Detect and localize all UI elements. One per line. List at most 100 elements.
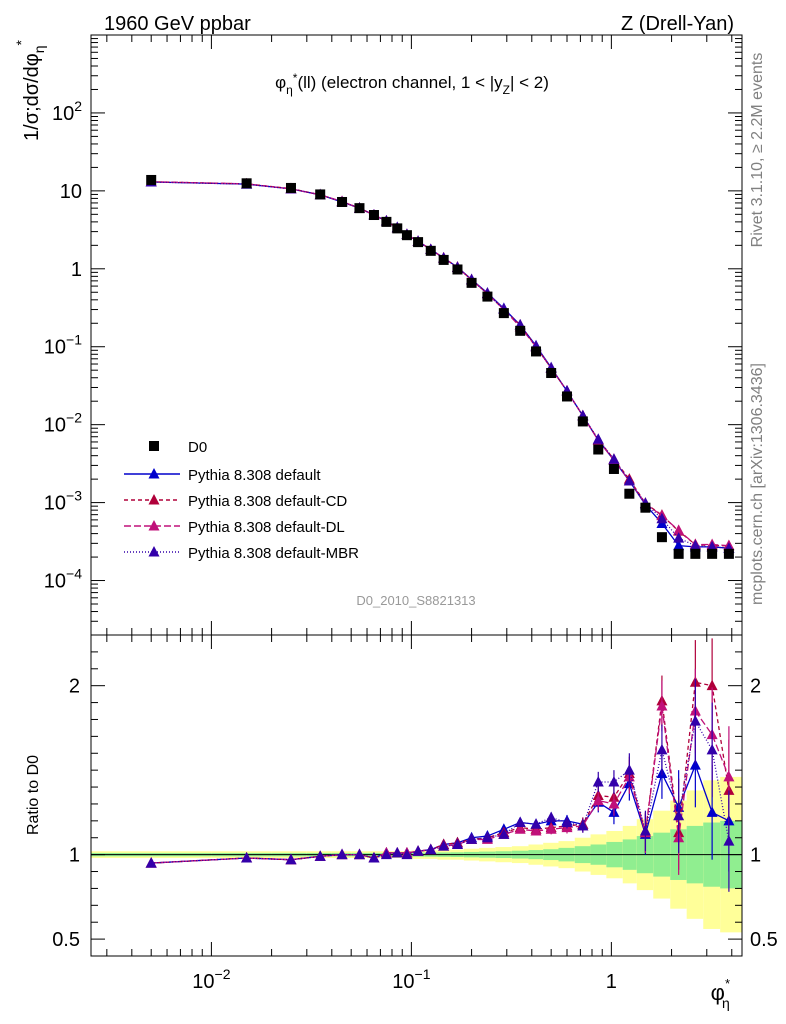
x-axis-label: φ* η xyxy=(711,976,730,1011)
data-point xyxy=(425,245,436,256)
ratio-point xyxy=(514,816,526,828)
data-point xyxy=(690,548,701,559)
ratio-point xyxy=(673,809,685,821)
ratio-point xyxy=(530,818,542,829)
series-point xyxy=(673,539,685,551)
y-tick-label: 10−1 xyxy=(44,332,82,359)
legend-marker xyxy=(148,468,160,479)
legend-marker xyxy=(149,441,159,451)
series-point xyxy=(673,524,685,535)
rivet-label: Rivet 3.1.10, ≥ 2.2M events xyxy=(749,53,766,248)
ratio-point xyxy=(623,764,635,775)
ratio-point xyxy=(451,838,463,849)
legend-label: Pythia 8.308 default xyxy=(188,467,321,484)
series-line xyxy=(151,181,729,547)
ratio-point xyxy=(639,824,651,836)
series-point xyxy=(656,512,668,524)
x-tick-label: 10−2 xyxy=(192,966,230,993)
x-tick-label: 1 xyxy=(606,971,617,993)
data-point xyxy=(466,277,477,288)
ratio-point xyxy=(530,824,542,836)
ratio-point xyxy=(412,845,424,856)
data-point xyxy=(656,532,667,543)
ratio-point xyxy=(561,816,573,828)
data-point xyxy=(608,463,619,474)
ratio-point xyxy=(368,852,380,863)
ratio-y-tick-label: 2 xyxy=(69,676,80,698)
data-point xyxy=(392,223,403,234)
data-point xyxy=(624,488,635,499)
ratio-point xyxy=(706,806,718,817)
data-point xyxy=(315,189,326,200)
data-point xyxy=(438,254,449,265)
y-tick-label: 10 xyxy=(60,181,82,203)
data-point xyxy=(146,174,157,185)
legend-marker xyxy=(148,546,160,557)
legend-label: D0 xyxy=(188,439,207,456)
data-point xyxy=(673,548,684,559)
data-point xyxy=(515,325,526,336)
data-point xyxy=(531,346,542,357)
ratio-y-tick-label-right: 0.5 xyxy=(750,929,778,951)
ratio-point xyxy=(514,823,526,834)
data-point xyxy=(413,237,424,248)
series-point xyxy=(623,474,635,486)
ratio-y-label: Ratio to D0 xyxy=(25,755,42,835)
data-point xyxy=(593,444,604,455)
data-point xyxy=(368,210,379,221)
ratio-point xyxy=(545,823,557,834)
ratio-point xyxy=(608,797,620,809)
legend: D0 Pythia 8.308 default Pythia 8.308 defau… xyxy=(124,439,359,562)
main-panel: 102 10 1 10−1 10−2 10−3 10−4 D0 Pythia 8.308 de… xyxy=(13,34,743,636)
series-point xyxy=(689,539,701,551)
ratio-point xyxy=(608,775,620,787)
data-point xyxy=(482,291,493,302)
ratio-y-tick-label-right: 2 xyxy=(750,676,761,698)
ratio-frame xyxy=(90,634,743,957)
ratio-point xyxy=(723,770,735,782)
data-point xyxy=(285,182,296,193)
ratio-point xyxy=(314,850,326,861)
series-point xyxy=(592,433,604,444)
series-point xyxy=(608,453,620,464)
data-point xyxy=(498,308,509,319)
data-point xyxy=(354,203,365,214)
ratio-point xyxy=(438,840,450,851)
data-point xyxy=(381,216,392,227)
ratio-point xyxy=(498,828,510,839)
y-tick-label: 102 xyxy=(52,98,82,125)
ratio-y-tick-label: 0.5 xyxy=(52,929,80,951)
y-tick-label: 10−3 xyxy=(44,488,82,515)
series-point xyxy=(706,540,718,552)
ratio-point xyxy=(723,835,735,846)
data-point xyxy=(241,178,252,189)
analysis-watermark: D0_2010_S8821313 xyxy=(356,593,475,608)
ratio-y-tick-label: 1 xyxy=(69,845,80,867)
panel-title: φη*(ll) (electron channel, 1 < |yZ| < 2) xyxy=(275,71,549,97)
ratio-point xyxy=(401,848,413,860)
ratio-point xyxy=(380,848,392,860)
y-tick-label: 1 xyxy=(71,259,82,281)
ratio-point xyxy=(466,833,478,844)
y-tick-label: 10−4 xyxy=(44,566,82,593)
ratio-point xyxy=(425,843,437,855)
ratio-point xyxy=(577,819,589,831)
mcplots-label: mcplots.cern.ch [arXiv:1306.3436] xyxy=(749,363,766,605)
y-tick-label: 10−2 xyxy=(44,410,82,437)
data-point xyxy=(640,502,651,513)
data-point xyxy=(577,416,588,427)
ratio-point xyxy=(353,848,365,860)
ratio-point xyxy=(656,699,668,711)
ratio-point xyxy=(592,794,604,806)
data-point xyxy=(337,196,348,207)
legend-marker xyxy=(148,494,160,505)
ratio-point xyxy=(481,831,493,843)
ratio-point xyxy=(592,775,604,787)
data-point xyxy=(707,548,718,559)
ratio-point xyxy=(689,759,701,770)
ratio-point xyxy=(336,848,348,860)
data-point xyxy=(401,230,412,241)
ratio-y-tick-label-right: 1 xyxy=(750,845,761,867)
ratio-point xyxy=(241,852,253,863)
